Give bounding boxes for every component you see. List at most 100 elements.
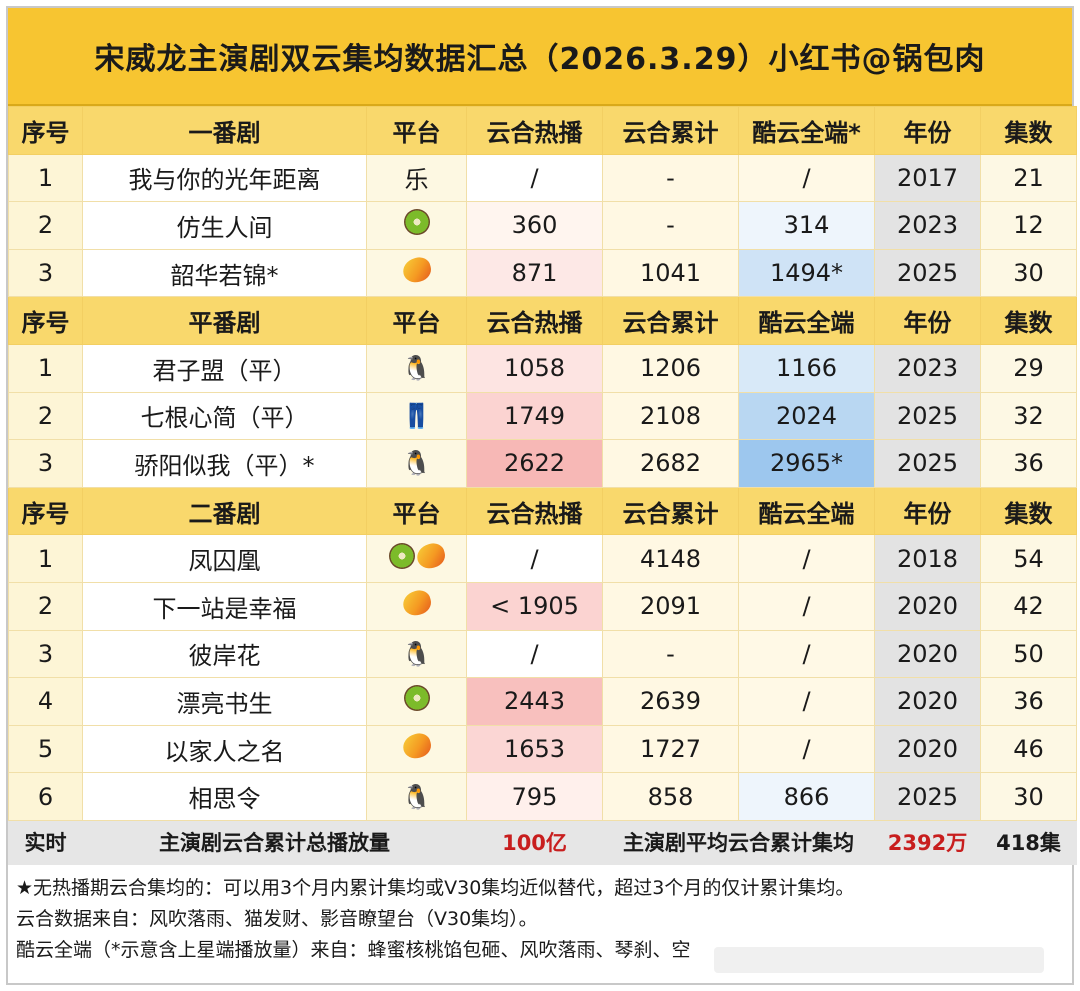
cell-name: 我与你的光年距离 xyxy=(82,153,367,203)
cell-name: 漂亮书生 xyxy=(82,677,367,726)
cell-eps: 30 xyxy=(980,772,1077,821)
cell-ku: 866 xyxy=(738,772,875,821)
watermark-overlay xyxy=(714,947,1044,973)
footnote-1: ★无热播期云合集均的：可以用3个月内累计集均或V30集均近似替代，超过3个月的仅… xyxy=(16,876,855,899)
cell-platform: 🐧 xyxy=(366,439,467,488)
cell-ku: / xyxy=(738,534,875,583)
cell-eps: 29 xyxy=(980,343,1077,393)
column-header: 年份 xyxy=(874,106,981,155)
cell-ku: 314 xyxy=(738,201,875,250)
cell-year: 2017 xyxy=(874,153,981,203)
table-row: 3 骄阳似我（平）* 🐧 2622 2682 2965* 2025 36 xyxy=(8,439,1077,488)
cell-platform xyxy=(366,724,467,774)
cell-no: 2 xyxy=(8,581,83,631)
cell-name: 仿生人间 xyxy=(82,201,367,250)
cell-year: 2018 xyxy=(874,534,981,583)
column-header: 平番剧 xyxy=(82,296,367,345)
cell-cum: - xyxy=(602,201,739,250)
cell-ku: / xyxy=(738,724,875,774)
cell-eps: 21 xyxy=(980,153,1077,203)
cell-hot: 2443 xyxy=(466,677,603,726)
column-header: 酷云全端 xyxy=(738,486,875,536)
cell-ku: 2965* xyxy=(738,439,875,488)
table-row: 6 相思令 🐧 795 858 866 2025 30 xyxy=(8,772,1077,821)
cell-no: 5 xyxy=(8,724,83,774)
column-header: 云合累计 xyxy=(602,486,739,536)
cell-platform xyxy=(366,201,467,250)
cell-no: 6 xyxy=(8,772,83,821)
column-header: 云合热播 xyxy=(466,106,603,155)
cell-ku: 2024 xyxy=(738,391,875,441)
column-header: 一番剧 xyxy=(82,106,367,155)
cell-name: 君子盟（平） xyxy=(82,343,367,393)
cell-ku: / xyxy=(738,581,875,631)
section-header-row: 序号 平番剧 平台 云合热播 云合累计 酷云全端 年份 集数 xyxy=(8,296,1077,345)
cell-platform xyxy=(366,581,467,631)
table-row: 2 仿生人间 360-314 2023 12 xyxy=(8,201,1077,250)
column-header: 年份 xyxy=(874,486,981,536)
column-header: 二番剧 xyxy=(82,486,367,536)
cell-hot: 2622 xyxy=(466,439,603,488)
summary-total-label: 主演剧云合累计总播放量 xyxy=(82,819,467,865)
column-header: 集数 xyxy=(980,296,1077,345)
sheet-title: 宋威龙主演剧双云集均数据汇总（2026.3.29）小红书@锅包肉 xyxy=(8,8,1072,106)
cell-eps: 32 xyxy=(980,391,1077,441)
cell-eps: 54 xyxy=(980,534,1077,583)
cell-eps: 36 xyxy=(980,439,1077,488)
kiwi-icon xyxy=(403,685,430,712)
footnote-3: 酷云全端（*示意含上星端播放量）来自：蜂蜜核桃馅包砸、风吹落雨、琴刹、空 xyxy=(16,938,691,961)
cell-year: 2020 xyxy=(874,629,981,679)
cell-hot: 1058 xyxy=(466,343,603,393)
table-row: 1 君子盟（平） 🐧 1058 1206 1166 2023 29 xyxy=(8,343,1077,393)
cell-cum: - xyxy=(602,629,739,679)
cell-year: 2025 xyxy=(874,439,981,488)
cell-no: 2 xyxy=(8,391,83,441)
cell-name: 凤囚凰 xyxy=(82,534,367,583)
cell-cum: 858 xyxy=(602,772,739,821)
cell-no: 1 xyxy=(8,343,83,393)
penguin-icon: 🐧 xyxy=(401,782,432,811)
cell-hot: 360 xyxy=(466,201,603,250)
cell-eps: 30 xyxy=(980,248,1077,298)
cell-platform: 🐧 xyxy=(366,629,467,679)
cell-hot: < 1905 xyxy=(466,581,603,631)
footnotes: ★无热播期云合集均的：可以用3个月内累计集均或V30集均近似替代，超过3个月的仅… xyxy=(8,865,1072,966)
cell-cum: 2639 xyxy=(602,677,739,726)
cell-no: 1 xyxy=(8,534,83,583)
column-header: 云合热播 xyxy=(466,296,603,345)
cell-name: 彼岸花 xyxy=(82,629,367,679)
table-row: 1 凤囚凰/4148/2018 54 xyxy=(8,534,1077,583)
summary-total-value: 100亿 xyxy=(466,819,603,865)
penguin-icon: 🐧 xyxy=(401,639,432,668)
cell-hot: 1653 xyxy=(466,724,603,774)
cell-year: 2020 xyxy=(874,581,981,631)
mango-icon xyxy=(399,254,434,286)
data-sheet: 宋威龙主演剧双云集均数据汇总（2026.3.29）小红书@锅包肉 序号 一番剧平台… xyxy=(6,6,1077,985)
cell-cum: 2108 xyxy=(602,391,739,441)
cell-cum: - xyxy=(602,153,739,203)
cell-cum: 2091 xyxy=(602,581,739,631)
cell-no: 3 xyxy=(8,439,83,488)
table-row: 2 七根心简（平） 👖 1749 2108 2024 2025 32 xyxy=(8,391,1077,441)
column-header: 平台 xyxy=(366,486,467,536)
column-header: 序号 xyxy=(8,486,83,536)
summary-label: 实时 xyxy=(8,819,83,865)
cell-eps: 42 xyxy=(980,581,1077,631)
cell-platform: 🐧 xyxy=(366,772,467,821)
cell-platform: 👖 xyxy=(366,391,467,441)
cell-eps: 12 xyxy=(980,201,1077,250)
cell-name: 以家人之名 xyxy=(82,724,367,774)
cell-platform: 乐 xyxy=(366,153,467,203)
platform-label: 乐 xyxy=(404,166,429,195)
column-header: 云合热播 xyxy=(466,486,603,536)
cell-name: 相思令 xyxy=(82,772,367,821)
column-header: 年份 xyxy=(874,296,981,345)
cell-no: 3 xyxy=(8,629,83,679)
kiwi-mango-icon xyxy=(388,540,448,571)
cell-name: 七根心简（平） xyxy=(82,391,367,441)
cell-no: 3 xyxy=(8,248,83,298)
column-header: 酷云全端* xyxy=(738,106,875,155)
footnote-2: 云合数据来自：风吹落雨、猫发财、影音瞭望台（V30集均）。 xyxy=(16,907,538,930)
column-header: 集数 xyxy=(980,486,1077,536)
column-header: 平台 xyxy=(366,296,467,345)
